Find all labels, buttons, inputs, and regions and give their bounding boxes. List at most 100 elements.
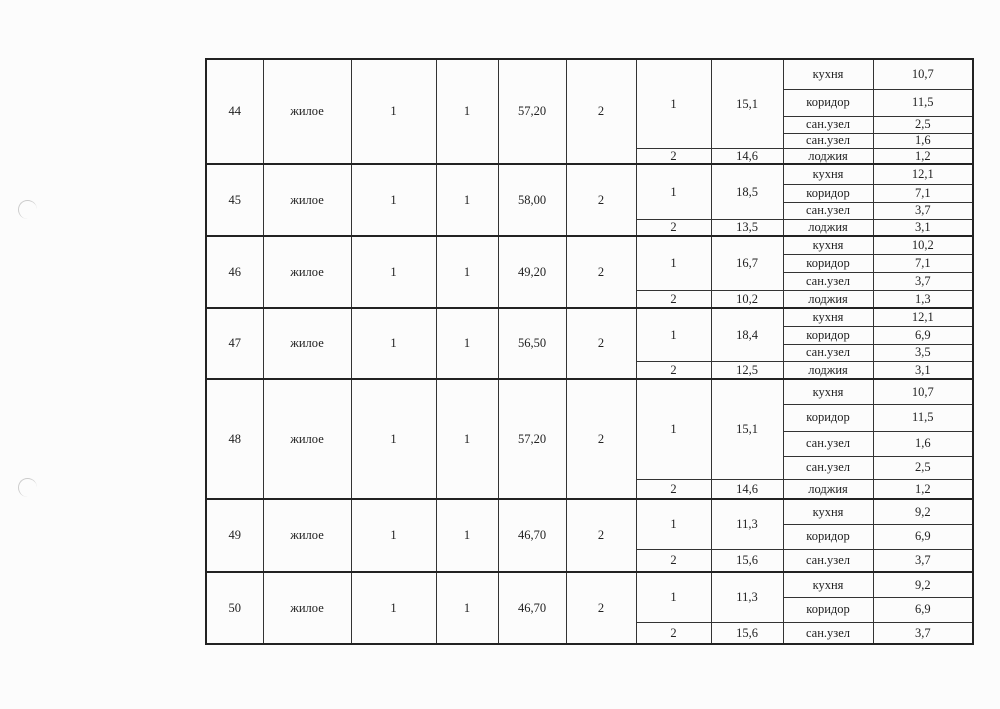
- table-row: 44 жилое 1 1 57,20 2 1 15,1 кухня 10,7: [205, 58, 974, 165]
- punch-hole: [18, 200, 37, 219]
- apartment-type: жилое: [262, 163, 352, 237]
- table-row: 48 жилое 1 1 57,20 2 1 15,1 кухня 10,7: [205, 378, 974, 500]
- aux-room-area: 3,7: [872, 201, 974, 220]
- aux-room-name: кухня: [782, 498, 874, 525]
- table-row: коридор 7,1: [206, 253, 974, 273]
- aux-room-name: лоджия: [782, 478, 874, 500]
- room-area: 15,6: [710, 621, 784, 645]
- column-3-value: 1: [350, 378, 437, 500]
- aux-room-area: 7,1: [872, 253, 974, 273]
- apartment-area: 56,50: [497, 307, 567, 380]
- aux-room-name: лоджия: [782, 147, 874, 165]
- aux-room-area: 7,1: [872, 183, 974, 203]
- table-row: 2 13,5 лоджия 3,1: [206, 218, 974, 237]
- aux-room-area: 2,5: [872, 115, 974, 134]
- apartment-type: жилое: [262, 58, 352, 165]
- column-3-value: 1: [350, 307, 437, 380]
- table-row: 49 жилое 1 1 46,70 2 1 11,3 кухня 9,2: [205, 498, 974, 573]
- table-row: 50 жилое 1 1 46,70 2 1 11,3 кухня 9,2: [205, 571, 974, 645]
- apartment-number: 46: [205, 235, 264, 309]
- table-row: 2 12,5 лоджия 3,1: [206, 360, 974, 380]
- table-row: 2 15,6 сан.узел 3,7: [206, 621, 974, 645]
- apartment-area: 57,20: [497, 378, 567, 500]
- room-number: 1: [635, 58, 712, 149]
- room-area: 15,6: [710, 548, 784, 573]
- aux-room-area: 6,9: [872, 523, 974, 550]
- apartment-number: 49: [205, 498, 264, 573]
- room-number: 2: [635, 478, 712, 500]
- apartment-area: 46,70: [497, 571, 567, 645]
- room-area: 13,5: [710, 218, 784, 237]
- aux-room-name: лоджия: [782, 360, 874, 380]
- aux-room-name: сан.узел: [782, 271, 874, 291]
- rooms-count: 2: [565, 163, 637, 237]
- room-number: 2: [635, 147, 712, 165]
- table-row: 2 14,6 лоджия 1,2: [206, 147, 974, 165]
- room-number: 1: [635, 163, 712, 220]
- room-area: 18,4: [710, 307, 784, 362]
- table-row: сан.узел 1,6: [206, 132, 974, 149]
- apartment-type: жилое: [262, 571, 352, 645]
- aux-room-area: 1,2: [872, 478, 974, 500]
- aux-room-area: 3,7: [872, 621, 974, 645]
- aux-room-name: кухня: [782, 163, 874, 185]
- column-4-value: 1: [435, 498, 499, 573]
- aux-room-area: 10,7: [872, 58, 974, 90]
- aux-room-name: коридор: [782, 523, 874, 550]
- aux-room-name: кухня: [782, 235, 874, 255]
- apartment-number: 48: [205, 378, 264, 500]
- rooms-count: 2: [565, 235, 637, 309]
- aux-room-area: 1,6: [872, 430, 974, 457]
- room-area: 10,2: [710, 289, 784, 309]
- table-row: коридор 6,9: [206, 596, 974, 623]
- room-area: 18,5: [710, 163, 784, 220]
- table-row: 45 жилое 1 1 58,00 2 1 18,5 кухня 12,1: [205, 163, 974, 237]
- room-area: 15,1: [710, 58, 784, 149]
- room-area: 16,7: [710, 235, 784, 291]
- aux-room-area: 1,6: [872, 132, 974, 149]
- rooms-count: 2: [565, 571, 637, 645]
- room-area: 11,3: [710, 498, 784, 550]
- room-number: 1: [635, 498, 712, 550]
- aux-room-name: лоджия: [782, 218, 874, 237]
- aux-room-area: 3,7: [872, 271, 974, 291]
- aux-room-area: 10,2: [872, 235, 974, 255]
- aux-room-name: сан.узел: [782, 132, 874, 149]
- room-number: 1: [635, 571, 712, 623]
- aux-room-name: коридор: [782, 183, 874, 203]
- table-row: коридор 6,9: [206, 325, 974, 345]
- room-number: 2: [635, 548, 712, 573]
- room-number: 2: [635, 360, 712, 380]
- column-4-value: 1: [435, 307, 499, 380]
- column-3-value: 1: [350, 163, 437, 237]
- room-area: 12,5: [710, 360, 784, 380]
- table-row: сан.узел 3,7: [206, 271, 974, 291]
- aux-room-name: кухня: [782, 307, 874, 327]
- room-number: 2: [635, 289, 712, 309]
- room-area: 15,1: [710, 378, 784, 480]
- room-number: 1: [635, 235, 712, 291]
- table-row: сан.узел 3,7: [206, 201, 974, 220]
- apartment-number: 50: [205, 571, 264, 645]
- aux-room-area: 6,9: [872, 325, 974, 345]
- aux-room-name: коридор: [782, 325, 874, 345]
- column-3-value: 1: [350, 235, 437, 309]
- table-row: 47 жилое 1 1 56,50 2 1 18,4 кухня 12,1: [205, 307, 974, 380]
- room-number: 2: [635, 621, 712, 645]
- table-row: 2 10,2 лоджия 1,3: [206, 289, 974, 309]
- table-row: 2 14,6 лоджия 1,2: [206, 478, 974, 500]
- apartment-area: 46,70: [497, 498, 567, 573]
- table-row: коридор 11,5: [206, 403, 974, 432]
- apartment-area: 57,20: [497, 58, 567, 165]
- room-area: 11,3: [710, 571, 784, 623]
- table-row: коридор 6,9: [206, 523, 974, 550]
- column-4-value: 1: [435, 235, 499, 309]
- aux-room-area: 9,2: [872, 498, 974, 525]
- aux-room-area: 10,7: [872, 378, 974, 405]
- aux-room-area: 12,1: [872, 307, 974, 327]
- rooms-count: 2: [565, 498, 637, 573]
- aux-room-area: 3,5: [872, 343, 974, 362]
- aux-room-name: кухня: [782, 58, 874, 90]
- aux-room-area: 1,3: [872, 289, 974, 309]
- aux-room-area: 1,2: [872, 147, 974, 165]
